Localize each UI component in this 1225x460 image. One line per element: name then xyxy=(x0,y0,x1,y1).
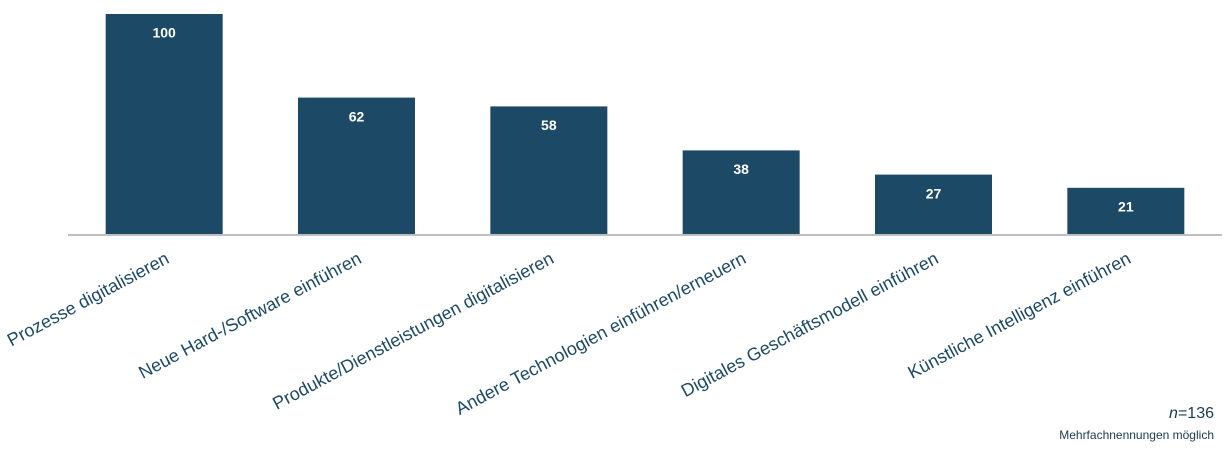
data-label: 27 xyxy=(926,185,942,201)
sample-value: =136 xyxy=(1178,405,1214,422)
bar xyxy=(105,14,223,234)
sample-size: n=136 xyxy=(1169,405,1214,422)
data-label: 58 xyxy=(541,117,557,133)
bar xyxy=(875,174,992,234)
data-label: 100 xyxy=(152,25,176,41)
sample-symbol: n xyxy=(1169,405,1178,422)
bar xyxy=(490,106,608,234)
x-tick-label: Andere Technologien einführen/erneuern xyxy=(452,248,749,419)
data-label: 62 xyxy=(349,108,365,124)
bar xyxy=(1067,187,1185,234)
bar xyxy=(682,150,800,234)
data-label: 21 xyxy=(1118,199,1134,215)
data-label: 38 xyxy=(733,161,749,177)
bar xyxy=(298,97,415,234)
x-tick-label: Künstliche Intelligenz einführen xyxy=(905,248,1134,383)
footnote: Mehrfachnennungen möglich xyxy=(1059,428,1214,442)
x-tick-label: Prozesse digitalisieren xyxy=(4,248,172,350)
x-tick-label: Neue Hard-/Software einführen xyxy=(135,248,364,383)
